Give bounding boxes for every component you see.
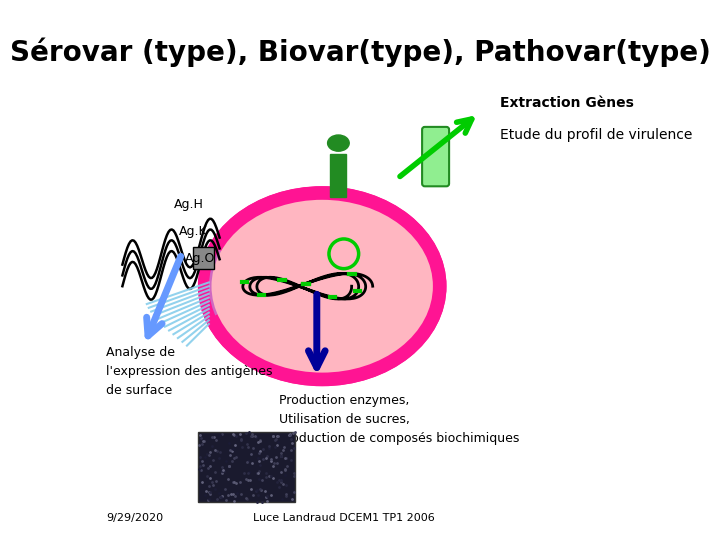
Text: Etude du profil de virulence: Etude du profil de virulence [500,128,693,142]
Text: Analyse de
l'expression des antigènes
de surface: Analyse de l'expression des antigènes de… [107,346,273,396]
Bar [198,432,295,502]
Text: Ag.K: Ag.K [179,225,208,238]
Ellipse shape [212,200,433,373]
Text: Ag.O: Ag.O [184,252,215,265]
Text: 9/29/2020: 9/29/2020 [107,513,163,523]
Bar [192,247,214,269]
Bar [330,154,346,197]
Text: Production enzymes,
Utilisation de sucres,
Production de composés biochimiques: Production enzymes, Utilisation de sucre… [279,394,519,445]
Text: Sérovar (type), Biovar(type), Pathovar(type): Sérovar (type), Biovar(type), Pathovar(t… [9,38,711,68]
Text: Ag.H: Ag.H [174,198,204,211]
Polygon shape [209,244,274,319]
Ellipse shape [198,186,446,386]
Text: Extraction Gènes: Extraction Gènes [500,96,634,110]
FancyBboxPatch shape [422,127,449,186]
Text: Luce Landraud DCEM1 TP1 2006: Luce Landraud DCEM1 TP1 2006 [253,513,435,523]
Ellipse shape [328,135,349,151]
